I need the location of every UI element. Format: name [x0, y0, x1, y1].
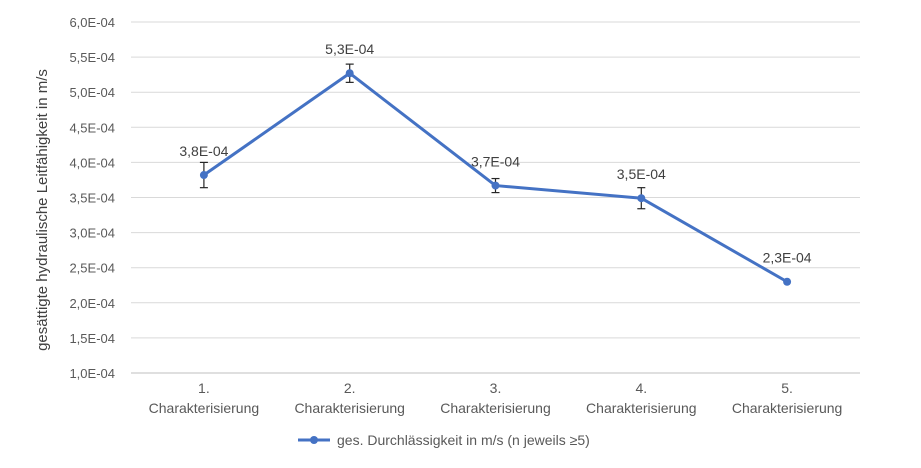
- y-tick-label: 1,0E-04: [69, 366, 115, 381]
- x-category-label: 5.: [781, 380, 793, 396]
- x-category-label: 2.: [344, 380, 356, 396]
- y-tick-label: 4,0E-04: [69, 155, 115, 170]
- y-tick-label: 1,5E-04: [69, 331, 115, 346]
- data-point: [345, 69, 354, 78]
- y-tick-label: 2,5E-04: [69, 261, 115, 276]
- legend-point-marker: [310, 436, 318, 444]
- gridlines: [131, 21, 860, 374]
- data-point: [199, 171, 208, 180]
- x-category-label: 4.: [635, 380, 647, 396]
- y-tick-label: 5,5E-04: [69, 50, 115, 65]
- y-tick-label: 3,5E-04: [69, 191, 115, 206]
- data-label: 5,3E-04: [325, 41, 374, 57]
- y-tick-label: 3,0E-04: [69, 226, 115, 241]
- error-bars: [199, 63, 646, 210]
- data-label: 3,8E-04: [179, 143, 228, 159]
- data-point: [637, 194, 646, 203]
- legend: ges. Durchlässigkeit in m/s (n jeweils ≥…: [298, 432, 590, 448]
- x-category-label: Charakterisierung: [586, 400, 697, 416]
- x-category-label: 1.: [198, 380, 210, 396]
- data-label: 3,7E-04: [471, 154, 520, 170]
- x-category-label: Charakterisierung: [732, 400, 843, 416]
- x-axis-category-labels: 1. Charakterisierung 2. Charakterisierung 3.…: [149, 380, 843, 416]
- y-axis-title: gesättigte hydraulische Leitfähigkeit in…: [34, 69, 51, 351]
- series-line: [203, 71, 788, 284]
- series-group: [199, 69, 792, 286]
- y-axis-tick-labels: 1,0E-04 1,5E-04 2,0E-04 2,5E-04 3,0E-04 3,5E-…: [69, 15, 115, 381]
- y-tick-label: 5,0E-04: [69, 85, 115, 100]
- legend-entry-label: ges. Durchlässigkeit in m/s (n jeweils ≥…: [337, 432, 590, 448]
- data-labels: 3,8E-04 5,3E-04 3,7E-04 3,5E-04 2,3E-04: [179, 41, 811, 265]
- x-category-label: 3.: [490, 380, 502, 396]
- y-tick-label: 4,5E-04: [69, 120, 115, 135]
- y-tick-label: 6,0E-04: [69, 15, 115, 30]
- x-category-label: Charakterisierung: [440, 400, 551, 416]
- data-point: [783, 277, 792, 286]
- data-point: [491, 181, 500, 190]
- data-label: 2,3E-04: [763, 250, 812, 266]
- x-category-label: Charakterisierung: [294, 400, 405, 416]
- x-category-label: Charakterisierung: [149, 400, 260, 416]
- y-tick-label: 2,0E-04: [69, 296, 115, 311]
- data-label: 3,5E-04: [617, 166, 666, 182]
